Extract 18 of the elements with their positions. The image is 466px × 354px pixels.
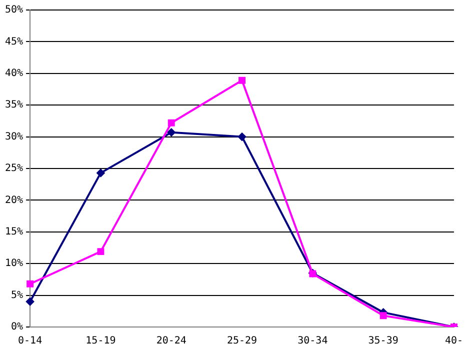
y-tick-label: 5%	[11, 290, 24, 301]
y-tick-label: 10%	[5, 258, 24, 270]
y-tick-label: 30%	[5, 131, 24, 142]
x-tick-label: 20-24	[156, 336, 186, 347]
y-tick-label: 45%	[5, 36, 24, 48]
y-tick-label: 40%	[5, 68, 24, 79]
y-tick-label: 15%	[5, 226, 24, 238]
x-tick-label: 30-34	[298, 336, 328, 347]
y-tick-label: 25%	[5, 163, 24, 174]
y-tick-label: 0%	[11, 322, 24, 333]
x-tick-label: 0-14	[18, 336, 42, 347]
x-tick-label: 40-	[444, 336, 463, 347]
y-tick-label: 20%	[5, 194, 24, 206]
x-tick-label: 35-39	[368, 336, 398, 347]
y-tick-label: 50%	[5, 4, 24, 16]
x-tick-label: 15-19	[86, 336, 116, 347]
x-tick-label: 25-29	[226, 336, 258, 347]
y-tick-label: 35%	[5, 100, 24, 111]
